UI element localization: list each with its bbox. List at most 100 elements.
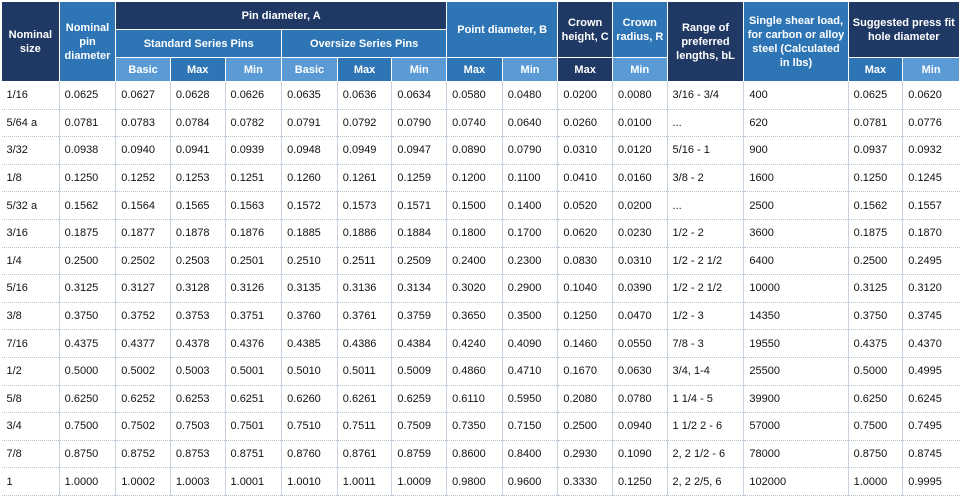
table-cell: 0.7503 xyxy=(170,412,226,441)
table-cell: 0.0230 xyxy=(612,219,668,248)
table-cell: 0.7510 xyxy=(281,412,338,441)
table-cell: 0.9800 xyxy=(446,467,503,496)
table-cell: 3/8 xyxy=(1,302,60,331)
table-cell: 0.5009 xyxy=(391,357,448,386)
table-cell: 39900 xyxy=(743,385,849,414)
table-cell: 1.0000 xyxy=(848,467,904,496)
table-cell: 0.3750 xyxy=(848,302,904,331)
table-cell: 0.7495 xyxy=(902,412,960,441)
table-cell: 0.2510 xyxy=(281,247,338,276)
table-cell: 0.1250 xyxy=(59,164,117,193)
table-cell: 0.1884 xyxy=(391,219,448,248)
table-cell: 0.1400 xyxy=(502,191,559,220)
table-cell: 0.9600 xyxy=(502,467,559,496)
table-cell: 0.8750 xyxy=(59,440,117,469)
table-cell: 0.1800 xyxy=(446,219,503,248)
table-cell: 0.3745 xyxy=(902,302,960,331)
table-cell: 0.0938 xyxy=(59,136,117,165)
table-cell: 78000 xyxy=(743,440,849,469)
table-cell: ... xyxy=(667,191,745,220)
table-cell: 0.6251 xyxy=(225,385,283,414)
table-cell: 0.0627 xyxy=(115,81,171,110)
table-cell: 2500 xyxy=(743,191,849,220)
table-cell: 0.9995 xyxy=(902,467,960,496)
table-cell: 0.6259 xyxy=(391,385,448,414)
table-cell: 0.0780 xyxy=(612,385,668,414)
header-oversize-basic: Basic xyxy=(281,57,338,82)
table-row: 3/32 0.0938 0.0940 0.0941 0.0939 0.0948 0.0949… xyxy=(1,136,960,165)
table-cell: 0.7150 xyxy=(502,412,559,441)
table-cell: 0.1250 xyxy=(848,164,904,193)
table-cell: 7/16 xyxy=(1,329,60,358)
header-standard-max: Max xyxy=(169,57,226,82)
table-cell: 0.8760 xyxy=(281,440,338,469)
table-cell: 0.1886 xyxy=(337,219,393,248)
table-cell: 0.0080 xyxy=(612,81,668,110)
table-cell: 0.2502 xyxy=(115,247,171,276)
table-cell: 0.0948 xyxy=(281,136,338,165)
table-cell: 0.2503 xyxy=(170,247,226,276)
table-cell: 0.6245 xyxy=(902,385,960,414)
table-row: 1/2 0.5000 0.5002 0.5003 0.5001 0.5010 0.5011 0… xyxy=(1,357,960,386)
table-cell: 0.6252 xyxy=(115,385,171,414)
table-cell: 10000 xyxy=(743,274,849,303)
table-cell: 0.8400 xyxy=(502,440,559,469)
table-cell: 0.0635 xyxy=(281,81,338,110)
table-cell: 0.1562 xyxy=(848,191,904,220)
table-cell: 0.3135 xyxy=(281,274,338,303)
table-cell: 3/16 xyxy=(1,219,60,248)
table-row: 5/16 0.3125 0.3127 0.3128 0.3126 0.3135 0.3136… xyxy=(1,274,960,303)
table-cell: 19550 xyxy=(743,329,849,358)
header-oversize-series: Oversize Series Pins xyxy=(281,29,448,58)
table-cell: 0.0200 xyxy=(612,191,668,220)
table-cell: 0.0625 xyxy=(848,81,904,110)
table-cell: 0.0776 xyxy=(902,109,960,138)
table-cell: 1/8 xyxy=(1,164,60,193)
table-row: 1/4 0.2500 0.2502 0.2503 0.2501 0.2510 0.2511 0… xyxy=(1,247,960,276)
table-cell: 0.7500 xyxy=(59,412,117,441)
table-cell: 0.0620 xyxy=(902,81,960,110)
table-cell: 0.0941 xyxy=(170,136,226,165)
table-cell: 0.2900 xyxy=(502,274,559,303)
table-cell: 0.2509 xyxy=(391,247,448,276)
table-cell: 0.7509 xyxy=(391,412,448,441)
table-cell: 7/8 xyxy=(1,440,60,469)
table-cell: 0.0630 xyxy=(612,357,668,386)
table-cell: 0.6253 xyxy=(170,385,226,414)
table-cell: 0.3120 xyxy=(902,274,960,303)
table-cell: 1.0003 xyxy=(170,467,226,496)
table-cell: 0.7502 xyxy=(115,412,171,441)
table-cell: 0.1261 xyxy=(337,164,393,193)
table-row: 1/16 0.0625 0.0627 0.0628 0.0626 0.0635 0.0636… xyxy=(1,81,960,110)
table-cell: 0.0947 xyxy=(391,136,448,165)
table-cell: 0.1870 xyxy=(902,219,960,248)
table-cell: 0.1090 xyxy=(612,440,668,469)
table-cell: 0.6250 xyxy=(59,385,117,414)
header-press-fit-max: Max xyxy=(847,57,904,82)
header-point-min: Min xyxy=(501,57,559,82)
table-cell: 0.1460 xyxy=(557,329,613,358)
table-cell: 0.4377 xyxy=(115,329,171,358)
table-cell: 0.2511 xyxy=(337,247,393,276)
table-cell: 0.2495 xyxy=(902,247,960,276)
table-row: 5/64 a 0.0781 0.0783 0.0784 0.0782 0.0791 0.07… xyxy=(1,109,960,138)
table-cell: 0.0932 xyxy=(902,136,960,165)
table-cell: 0.2930 xyxy=(557,440,613,469)
table-cell: 1 xyxy=(1,467,60,496)
table-cell: 0.2500 xyxy=(59,247,117,276)
table-cell: 0.1259 xyxy=(391,164,448,193)
table-cell: 1/4 xyxy=(1,247,60,276)
table-cell: 0.4710 xyxy=(502,357,559,386)
table-cell: 0.0790 xyxy=(391,109,448,138)
table-cell: 0.6250 xyxy=(848,385,904,414)
header-point-max: Max xyxy=(446,57,503,82)
header-press-fit: Suggested press fit hole diameter xyxy=(847,1,961,58)
table-cell: 1 1/4 - 5 xyxy=(667,385,745,414)
table-cell: 0.3761 xyxy=(337,302,393,331)
table-cell: 3/4 xyxy=(1,412,60,441)
table-cell: 0.8759 xyxy=(391,440,448,469)
table-cell: 25500 xyxy=(743,357,849,386)
table-cell: 0.3128 xyxy=(170,274,226,303)
table-cell: 1.0010 xyxy=(281,467,338,496)
